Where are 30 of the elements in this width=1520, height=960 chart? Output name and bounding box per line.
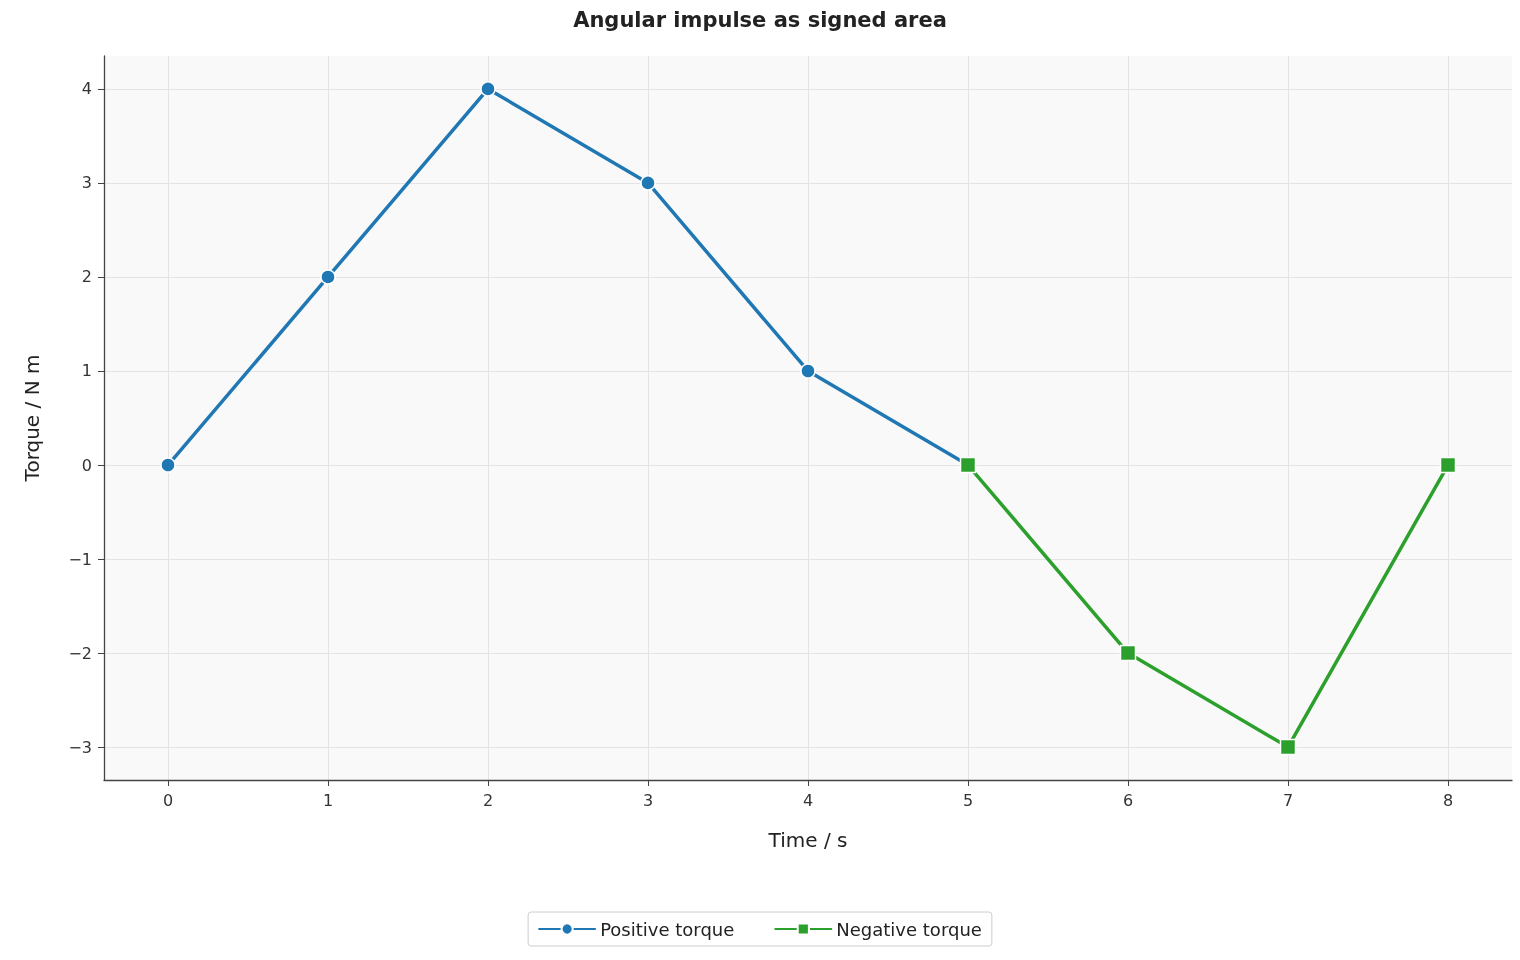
y-tick-label: 0: [81, 455, 92, 475]
legend-label: Negative torque: [836, 918, 982, 940]
y-axis-title: Torque / N m: [20, 354, 44, 483]
x-tick-label: 7: [1282, 790, 1294, 810]
x-tick-label: 5: [962, 790, 974, 810]
legend-label: Positive torque: [600, 918, 735, 940]
x-tick-label: 8: [1442, 790, 1454, 810]
y-tick-label: 3: [81, 173, 92, 193]
point: [1119, 644, 1137, 662]
point: [1279, 738, 1297, 756]
x-tick-label: 2: [482, 790, 494, 810]
point: [1439, 456, 1457, 474]
point: [160, 457, 176, 473]
x-tick-label: 6: [1122, 790, 1134, 810]
x-tick-label: 0: [162, 790, 174, 810]
x-tick-label: 1: [322, 790, 334, 810]
x-axis-title: Time / s: [767, 828, 848, 852]
x-tick-label: 3: [642, 790, 654, 810]
point: [480, 81, 496, 97]
chart-title: Angular impulse as signed area: [573, 7, 947, 32]
point: [640, 175, 656, 191]
x-tick-label: 4: [802, 790, 814, 810]
y-tick-label: −3: [68, 737, 92, 757]
y-tick-label: −1: [68, 549, 92, 569]
y-tick-label: 4: [81, 79, 92, 99]
y-tick-label: 1: [81, 361, 92, 381]
point: [320, 269, 336, 285]
y-tick-label: 2: [81, 267, 92, 287]
y-tick-label: −2: [68, 643, 92, 663]
point: [800, 363, 816, 379]
